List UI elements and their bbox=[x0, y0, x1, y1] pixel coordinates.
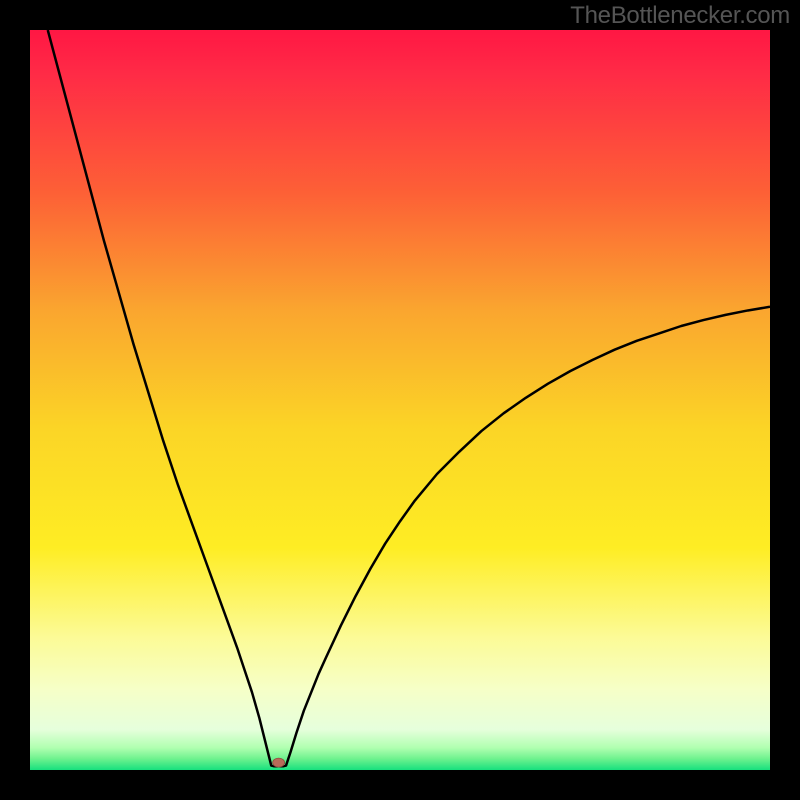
chart-container: { "watermark": "TheBottlenecker.com", "c… bbox=[0, 0, 800, 800]
watermark-text: TheBottlenecker.com bbox=[570, 2, 790, 30]
bottleneck-chart bbox=[0, 0, 800, 800]
optimal-point-marker bbox=[273, 758, 285, 767]
gradient-background bbox=[30, 30, 770, 770]
